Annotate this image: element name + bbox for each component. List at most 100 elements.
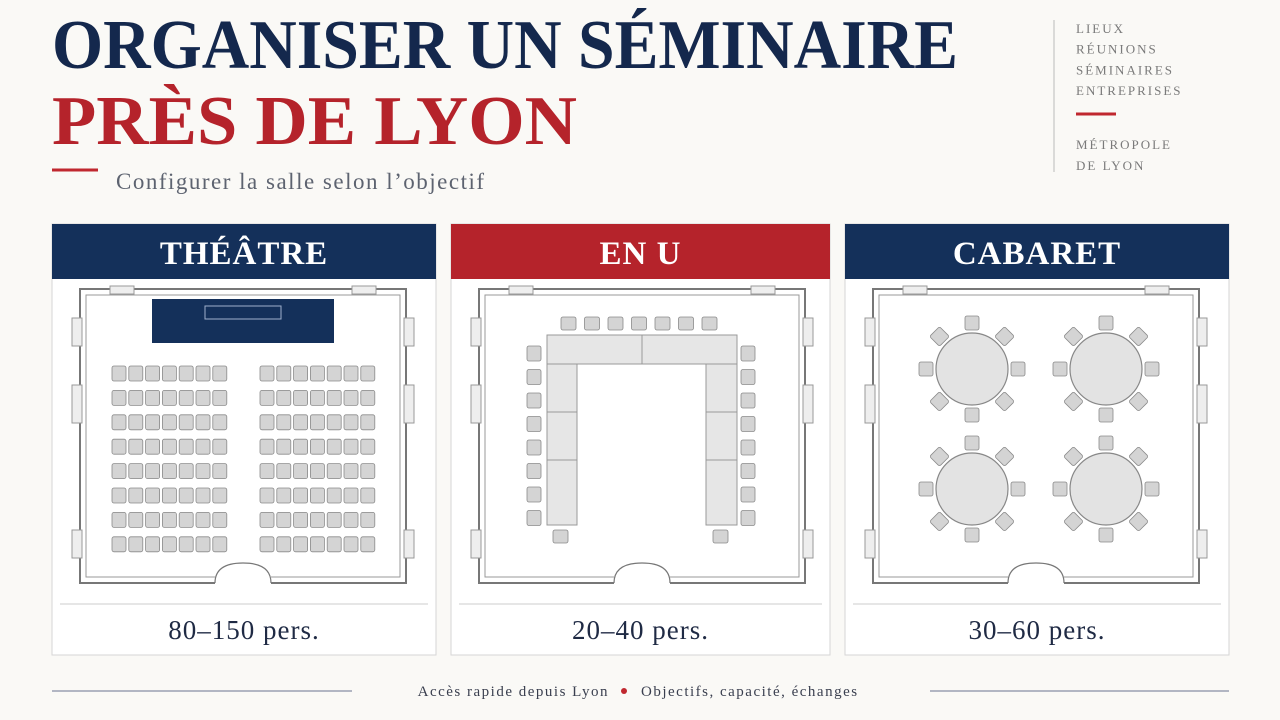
chair [326, 365, 342, 382]
chair [276, 438, 292, 455]
chair [195, 536, 211, 553]
window [864, 317, 876, 347]
chair [343, 463, 359, 480]
chair [195, 414, 211, 431]
chair [259, 438, 275, 455]
chair [326, 536, 342, 553]
chair [1129, 512, 1148, 531]
chair [111, 365, 127, 382]
chair [918, 361, 934, 377]
chair [309, 389, 325, 406]
table [705, 411, 738, 461]
table [546, 363, 578, 413]
chair [309, 512, 325, 528]
chair [161, 512, 177, 528]
chair [526, 345, 542, 362]
round-table [1069, 332, 1143, 406]
window [750, 285, 776, 295]
chair [293, 536, 309, 553]
chair [145, 365, 161, 382]
chair [930, 512, 949, 531]
table [705, 363, 738, 413]
chair [326, 512, 342, 528]
chair [343, 487, 359, 504]
chair [145, 389, 161, 406]
chair [178, 536, 194, 553]
chair [276, 414, 292, 431]
window [1196, 317, 1208, 347]
chair [145, 487, 161, 504]
chair [526, 416, 542, 432]
chair [995, 447, 1014, 466]
card-capacity: 30–60 pers. [969, 615, 1106, 645]
window [470, 317, 482, 347]
chair [701, 316, 718, 331]
subtitle: Configurer la salle selon l’objectif [116, 169, 486, 194]
chair [1129, 447, 1148, 466]
chair [526, 392, 542, 409]
chair [309, 365, 325, 382]
chair [276, 463, 292, 480]
chair [293, 365, 309, 382]
chair [740, 416, 756, 432]
chair [145, 438, 161, 455]
chair [343, 389, 359, 406]
chair [111, 536, 127, 553]
chair [360, 536, 376, 553]
chair [161, 389, 177, 406]
chair [1098, 407, 1114, 423]
chair [1144, 361, 1160, 377]
chair [293, 414, 309, 431]
window [864, 384, 876, 424]
chair [145, 536, 161, 553]
table [546, 459, 578, 526]
chair [195, 487, 211, 504]
chair [178, 414, 194, 431]
chair [918, 481, 934, 497]
card-title: CABARET [953, 236, 1121, 272]
round-table [935, 332, 1009, 406]
card-header [845, 224, 1229, 279]
chair [678, 316, 694, 331]
chair [526, 510, 542, 526]
title-line1: ORGANISER UN SÉMINAIRE [52, 7, 958, 84]
chair [161, 536, 177, 553]
card-title: THÉÂTRE [160, 234, 328, 272]
chair [930, 447, 949, 466]
round-table [935, 452, 1009, 526]
chair [111, 414, 127, 431]
chair [212, 536, 228, 553]
window [71, 317, 83, 347]
chair [178, 365, 194, 382]
chair [584, 316, 600, 331]
window [1196, 384, 1208, 424]
chair [111, 512, 127, 528]
chair [740, 510, 756, 526]
chair [360, 365, 376, 382]
chair [343, 438, 359, 455]
chair [161, 365, 177, 382]
chair [259, 414, 275, 431]
chair [212, 438, 228, 455]
table [705, 459, 738, 526]
window [403, 317, 415, 347]
chair [964, 527, 980, 543]
chair [712, 529, 729, 544]
chair [309, 487, 325, 504]
chair [195, 463, 211, 480]
chair [212, 365, 228, 382]
table [641, 334, 738, 365]
card-header [451, 224, 830, 279]
chair [964, 407, 980, 423]
chair [1064, 447, 1083, 466]
chair [995, 512, 1014, 531]
door-gap [215, 576, 271, 585]
chair [276, 389, 292, 406]
chair [259, 365, 275, 382]
chair [178, 389, 194, 406]
window [802, 529, 814, 559]
chair [178, 463, 194, 480]
chair [995, 392, 1014, 411]
chair [1098, 527, 1114, 543]
